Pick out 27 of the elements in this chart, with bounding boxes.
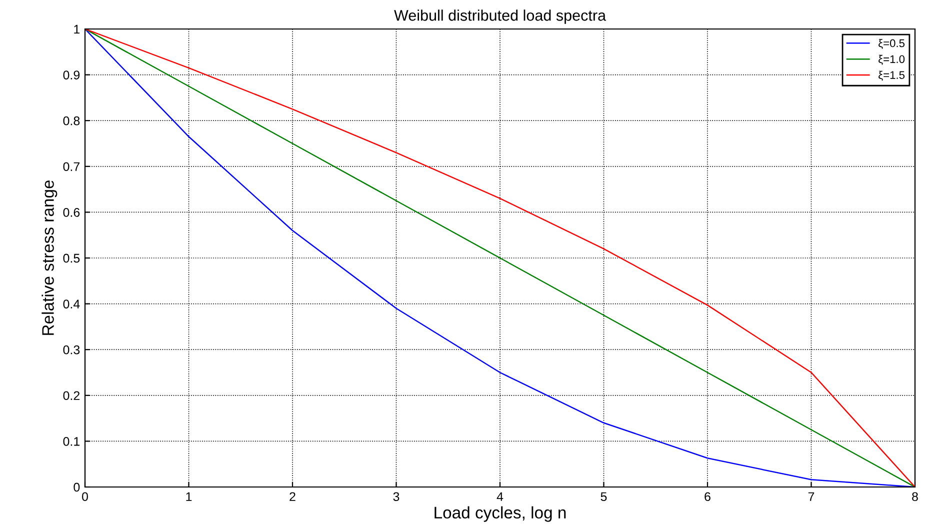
x-tick-label: 2 [290, 492, 296, 501]
x-tick-label: 3 [393, 492, 400, 502]
y-tick-label: 0.5 [63, 254, 80, 263]
x-tick-label: 6 [704, 492, 710, 502]
y-axis-title: Relative stress range [42, 180, 58, 335]
legend-label: ξ=1.0 [878, 54, 905, 65]
y-tick-label: 0.1 [63, 437, 80, 446]
y-tick-label: 0 [74, 482, 80, 492]
y-tick-label: 0.4 [63, 300, 80, 308]
x-tick-label: 8 [912, 492, 918, 502]
x-axis-title: Load cycles, log n [434, 506, 566, 522]
x-tick-label: 7 [808, 492, 814, 501]
y-tick-label: 0.7 [63, 162, 80, 172]
legend-label: ξ=0.5 [878, 39, 905, 49]
y-tick-label: 0.8 [63, 116, 80, 126]
y-tick-label: 0.3 [63, 345, 80, 354]
y-tick-label: 0.2 [63, 391, 80, 400]
y-tick-label: 0.6 [63, 208, 80, 217]
x-tick-label: 0 [82, 492, 88, 502]
legend-label: ξ=1.5 [878, 70, 905, 81]
y-tick-label: 1 [74, 24, 80, 34]
line-series [85, 29, 915, 487]
x-tick-label: 4 [496, 492, 504, 501]
x-tick-label: 5 [600, 492, 607, 502]
x-tick-label: 1 [186, 492, 192, 501]
y-tick-label: 0.9 [63, 70, 80, 80]
chart-title: Weibull distributed load spectra [394, 10, 606, 24]
